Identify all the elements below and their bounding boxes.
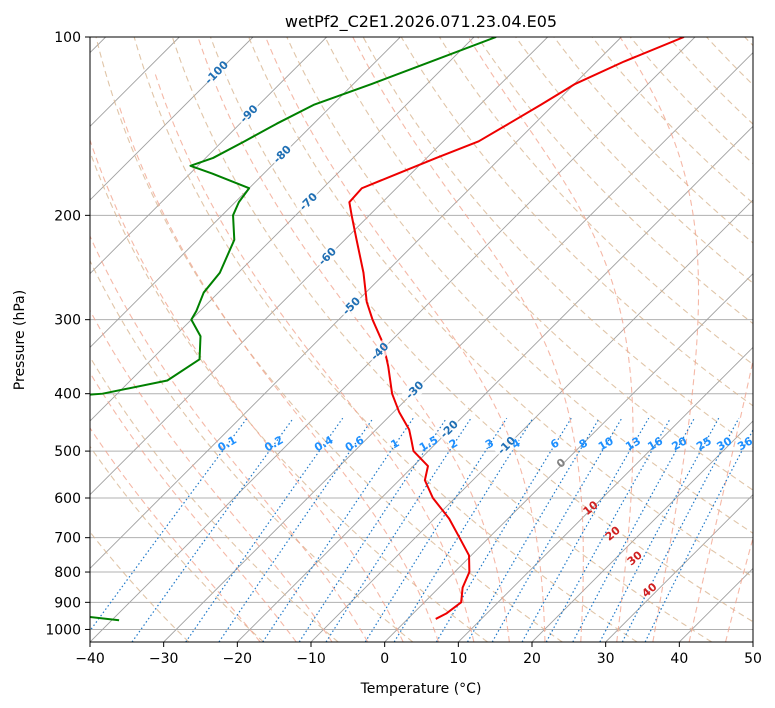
mixing-ratio-line — [131, 417, 294, 642]
mixing-ratio-line — [621, 417, 740, 642]
mixing-ratio-line — [466, 417, 600, 642]
isotherm-line — [458, 346, 753, 642]
dry-adiabat-line — [133, 37, 638, 642]
dry-adiabat-line — [209, 37, 753, 623]
isotherm-line — [90, 37, 622, 569]
x-tick-label: −10 — [296, 651, 326, 667]
moist-adiabat-line — [90, 371, 297, 642]
dry-adiabat-line — [324, 37, 753, 491]
y-tick-label: 900 — [54, 595, 81, 611]
moist-adiabat-line — [90, 234, 369, 642]
y-tick-label: 300 — [54, 313, 81, 329]
x-tick-label: 30 — [597, 651, 615, 667]
isotherm-line — [90, 37, 254, 201]
moist-adiabat-line — [90, 309, 333, 642]
x-tick-label: −20 — [223, 651, 253, 667]
mixing-ratio-line — [521, 417, 650, 642]
moist-adiabat-line — [118, 104, 440, 642]
x-tick-label: 40 — [670, 651, 688, 667]
mixing-ratio-line — [90, 417, 248, 632]
dry-adiabat-line — [515, 37, 753, 284]
x-tick-label: 20 — [523, 651, 541, 667]
plot-frame — [89, 36, 754, 643]
moist-adiabat-line — [197, 37, 510, 642]
mixing-ratio-line — [298, 417, 448, 642]
x-tick-label: −40 — [75, 651, 105, 667]
dry-adiabat-line — [171, 37, 713, 642]
mixing-ratio-label: 36 — [735, 434, 755, 453]
isotherm-line — [531, 420, 753, 642]
mixing-ratio-line — [393, 417, 534, 642]
isotherm-line — [384, 273, 753, 642]
moist-adiabat-line — [352, 37, 584, 642]
isotherm-label-bg — [338, 293, 366, 320]
moist-adiabat-line — [688, 357, 753, 642]
isotherm-line — [90, 37, 475, 422]
isotherm-line — [163, 52, 753, 642]
isotherm-label-bg — [493, 432, 521, 460]
isotherm-label-bg — [436, 416, 464, 444]
y-tick-label: 700 — [54, 531, 81, 547]
isotherm-label-bg — [236, 100, 263, 128]
dry-adiabat-line — [90, 356, 339, 642]
isotherm-line — [90, 37, 401, 348]
mixing-ratio-line — [599, 417, 720, 642]
moist-adiabat-line — [725, 536, 753, 642]
x-tick-label: 0 — [380, 651, 389, 667]
x-tick-label: −30 — [149, 651, 179, 667]
dry-adiabat-line — [248, 37, 753, 578]
mixing-ratio-line — [262, 417, 414, 642]
mixing-ratio-line — [545, 417, 672, 642]
moist-adiabat-line — [154, 72, 475, 642]
chart-title: wetPf2_C2E1.2026.071.23.04.E05 — [285, 12, 557, 32]
isotherm-label-bg — [269, 141, 297, 169]
isotherm-line — [90, 37, 696, 642]
isotherm-label-bg — [314, 243, 342, 271]
moist-adiabat-line — [265, 37, 546, 642]
mixing-ratio-line — [364, 417, 508, 642]
isotherm-line — [605, 494, 753, 642]
mixing-ratio-line — [491, 417, 623, 642]
x-tick-label: 10 — [449, 651, 467, 667]
isotherm-label-bg — [203, 59, 231, 87]
y-tick-label: 100 — [54, 30, 81, 46]
moist-adiabat-line — [90, 427, 261, 642]
y-tick-label: 500 — [54, 444, 81, 460]
isotherm-label-bg — [401, 377, 429, 404]
moist-adiabat-line — [90, 138, 404, 642]
moist-adiabat-line — [619, 37, 700, 642]
dry-adiabat-line — [90, 445, 264, 642]
y-tick-label: 1000 — [45, 622, 81, 638]
mixing-ratio-line — [572, 417, 695, 642]
x-tick-label: 50 — [744, 651, 762, 667]
isotherm-label-bg — [366, 338, 394, 366]
isotherm-label-bg — [295, 188, 323, 216]
y-axis-title: Pressure (hPa) — [12, 290, 28, 390]
temperature-profile-line — [348, 37, 685, 620]
y-tick-label: 600 — [54, 491, 81, 507]
x-axis-title: Temperature (°C) — [360, 681, 482, 697]
y-tick-label: 400 — [54, 387, 81, 403]
y-tick-label: 800 — [54, 565, 81, 581]
dry-adiabat-line — [286, 37, 753, 534]
mixing-ratio-line — [644, 428, 753, 642]
isotherm-line — [90, 37, 327, 275]
y-tick-label: 200 — [54, 208, 81, 224]
isotherm-line — [237, 125, 753, 642]
dry-adiabat-line — [95, 37, 563, 642]
isotherm-line — [90, 37, 548, 496]
dry-adiabat-line — [90, 259, 414, 642]
dewpoint-profile-line — [90, 37, 497, 622]
mixing-ratio-line — [325, 417, 472, 642]
